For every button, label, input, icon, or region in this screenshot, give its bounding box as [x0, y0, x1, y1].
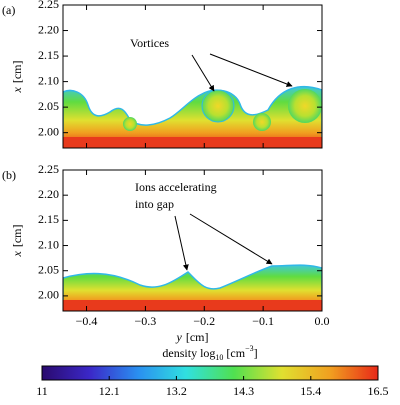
y-axis-label: x [cm] — [10, 225, 24, 258]
y-tick-label: 2.15 — [38, 48, 59, 62]
y-tick-label: 2.20 — [38, 22, 59, 36]
panel-label: (b) — [2, 168, 16, 182]
plot-frame — [62, 169, 323, 312]
axis-unit: [cm] — [186, 330, 209, 344]
y-tick-label: 2.10 — [38, 237, 59, 251]
x-tick-label: −0.4 — [76, 314, 98, 328]
colorbar-label: density log10 [cm−3] — [162, 344, 257, 362]
density-field-b — [63, 264, 322, 311]
x-tick-label: −0.3 — [135, 314, 157, 328]
colorbar-tick-label: 16.5 — [368, 384, 389, 398]
label-part: 10 — [215, 353, 223, 362]
y-tick-label: 2.15 — [38, 212, 59, 226]
axis-variable: y — [176, 330, 183, 344]
colorbar-tick-label: 15.4 — [300, 384, 321, 398]
axis-variable: x — [10, 86, 24, 93]
colorbar-tick-label: 13.2 — [166, 384, 187, 398]
colorbar — [41, 365, 379, 381]
arrows — [174, 53, 293, 271]
y-tick-label: 2.10 — [38, 73, 59, 87]
axis-variable: x — [10, 250, 24, 257]
colorbar-tick-label: 12.1 — [99, 384, 120, 398]
y-axis-label: x [cm] — [10, 61, 24, 94]
y-tick-label: 2.05 — [38, 99, 59, 113]
axis-unit: [cm] — [10, 225, 24, 248]
y-tick-label: 2.25 — [38, 0, 59, 11]
y-tick-label: 2.00 — [38, 288, 59, 302]
x-axis-label: y [cm] — [176, 330, 209, 344]
label-part: density log — [162, 346, 215, 360]
annotation: Vortices — [130, 36, 169, 50]
y-tick-label: 2.00 — [38, 124, 59, 138]
x-tick-label: −0.2 — [193, 314, 215, 328]
annotation: Ions accelerating — [135, 180, 217, 194]
y-tick-label: 2.05 — [38, 262, 59, 276]
label-part: [cm — [223, 346, 245, 360]
x-tick-label: 0.0 — [315, 314, 330, 328]
y-tick-label: 2.25 — [38, 162, 59, 176]
density-field-a — [63, 85, 322, 148]
label-part: ] — [254, 346, 258, 360]
plot-frame — [62, 4, 323, 149]
axis-unit: [cm] — [10, 61, 24, 84]
annotation: into gap — [135, 197, 174, 211]
colorbar-tick-label: 14.3 — [233, 384, 254, 398]
panel-label: (a) — [2, 3, 15, 17]
label-part: −3 — [245, 344, 254, 353]
y-tick-label: 2.20 — [38, 187, 59, 201]
x-tick-label: −0.1 — [252, 314, 274, 328]
colorbar-tick-label: 11 — [36, 384, 48, 398]
